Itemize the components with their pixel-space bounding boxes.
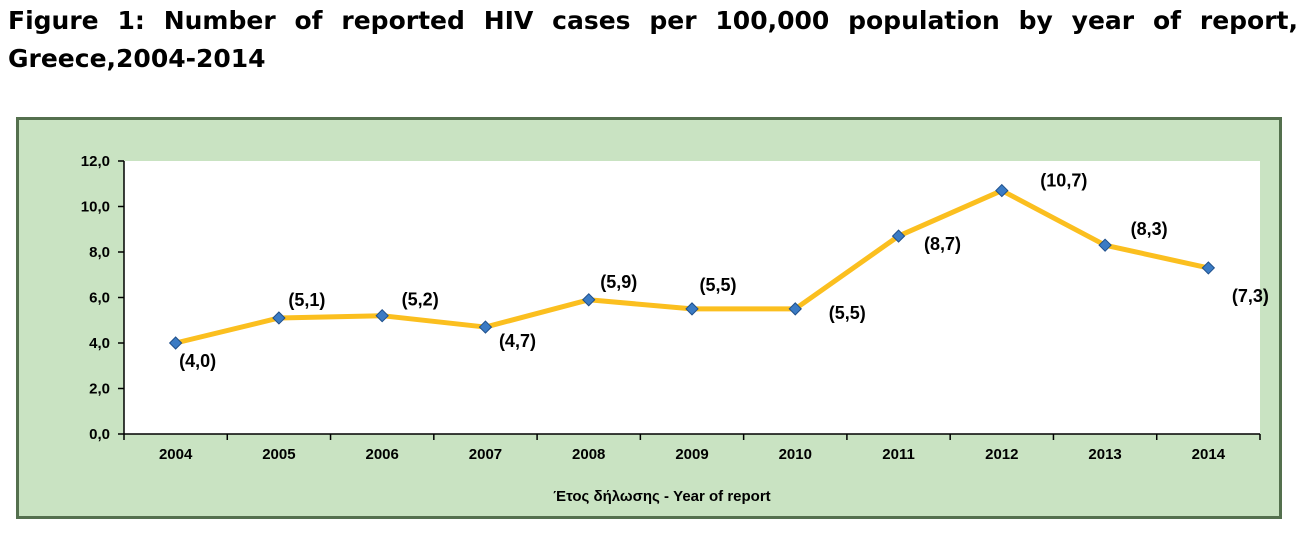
y-tick-label: 8,0: [89, 244, 110, 261]
data-label: (4,7): [499, 331, 536, 351]
y-tick-label: 4,0: [89, 335, 110, 352]
data-label: (10,7): [1040, 171, 1087, 191]
data-label: (8,7): [924, 234, 961, 254]
data-label: (5,1): [288, 290, 325, 310]
data-labels-group: (4,0) (5,1) (5,2) (4,7) (5,9) (5,5) (5,5) (8,7)…: [179, 171, 1269, 371]
x-tick-label: 2014: [1192, 446, 1226, 463]
x-tick-label: 2012: [985, 446, 1018, 463]
x-axis-title: Έτος δήλωσης - Year of report: [553, 488, 770, 505]
data-point-marker: [478, 320, 493, 334]
x-tick-label: 2011: [882, 446, 915, 463]
data-point-marker: [375, 308, 389, 323]
data-point-marker: [891, 229, 906, 243]
y-tick-label: 0,0: [89, 426, 110, 443]
data-point-marker: [272, 311, 286, 325]
data-label: (5,5): [699, 275, 736, 295]
x-tick-label: 2010: [779, 446, 812, 463]
x-tick-label: 2005: [262, 446, 295, 463]
figure-title: Figure 1: Number of reported HIV cases p…: [8, 6, 1298, 73]
axes: 0,0 2,0 4,0 6,0 8,0 10,0 12,0 2004 2005 2006 2007 2…: [81, 153, 1261, 463]
y-tick-label: 10,0: [81, 199, 110, 216]
y-tick-label: 12,0: [81, 153, 110, 170]
x-tick-label: 2009: [675, 446, 708, 463]
x-tick-label: 2004: [159, 446, 193, 463]
y-tick-label: 2,0: [89, 381, 110, 398]
data-point-marker: [685, 302, 699, 316]
x-tick-label: 2007: [469, 446, 502, 463]
data-point-marker: [995, 183, 1009, 198]
data-label: (5,5): [829, 303, 866, 323]
data-label: (5,9): [600, 272, 637, 292]
data-point-marker: [788, 302, 802, 316]
data-point-marker: [1201, 261, 1216, 275]
data-label: (4,0): [179, 351, 216, 371]
x-tick-label: 2008: [572, 446, 605, 463]
series-group: [168, 183, 1216, 350]
y-tick-label: 6,0: [89, 290, 110, 307]
data-label: (7,3): [1232, 286, 1269, 306]
data-label: (8,3): [1131, 219, 1168, 239]
data-label: (5,2): [402, 290, 439, 310]
data-point-marker: [168, 336, 183, 350]
plot-area: [124, 161, 1260, 434]
x-tick-label: 2013: [1088, 446, 1121, 463]
x-tick-label: 2006: [365, 446, 398, 463]
data-point-marker: [1098, 238, 1112, 252]
data-point-marker: [582, 293, 596, 307]
